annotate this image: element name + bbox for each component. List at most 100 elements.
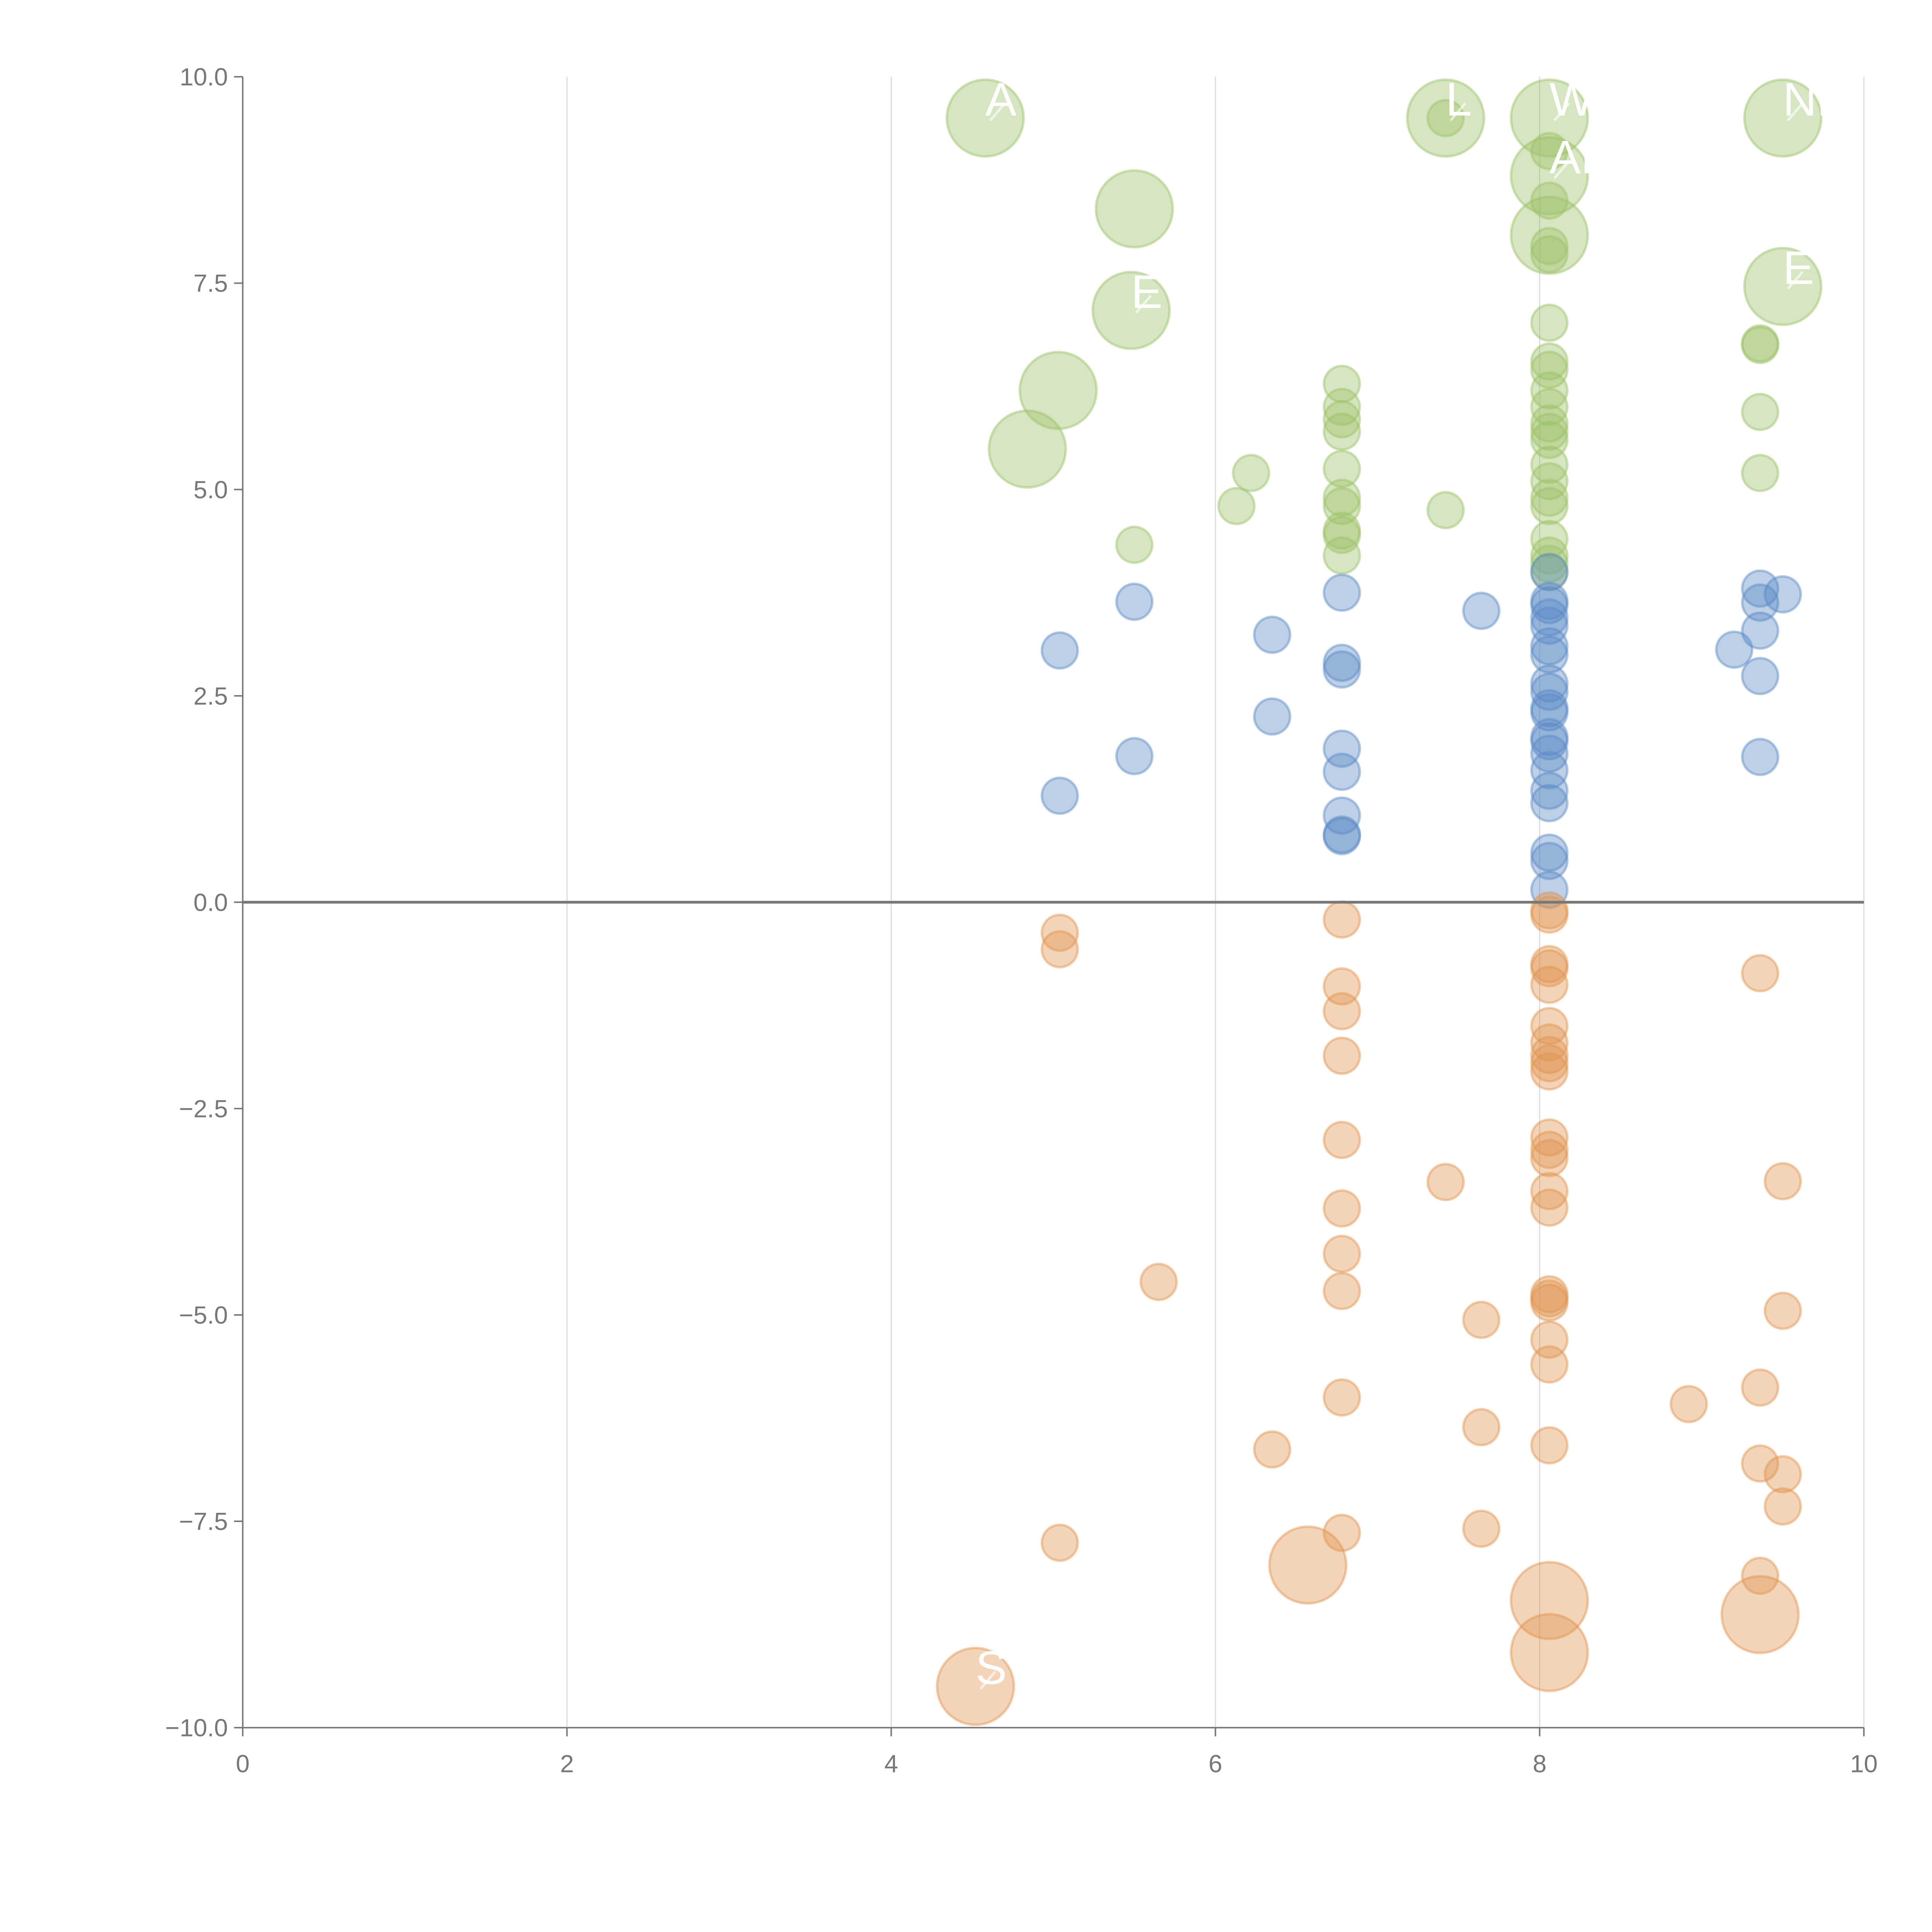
label-leader-line — [1787, 270, 1804, 290]
data-point-blue — [1741, 738, 1779, 776]
data-point-orange — [1530, 1044, 1569, 1083]
data-point-orange — [1510, 1561, 1589, 1640]
data-point-green — [1510, 136, 1589, 216]
data-point-orange — [1764, 1291, 1802, 1330]
data-point-orange — [1426, 1163, 1465, 1201]
data-point-orange — [1323, 1121, 1361, 1159]
data-point-blue — [1323, 752, 1361, 791]
data-point-blue — [1323, 729, 1361, 768]
data-point-blue — [1530, 635, 1569, 674]
point-label: E — [1131, 265, 1162, 318]
data-point-orange — [1041, 913, 1079, 952]
label-leader-line — [1787, 102, 1804, 122]
data-point-green — [1426, 491, 1465, 529]
data-point-green — [1743, 78, 1823, 158]
y-tick-label: 0.0 — [194, 888, 228, 916]
data-point-green — [1530, 478, 1569, 517]
data-point-blue — [1530, 842, 1569, 880]
data-point-orange — [1720, 1575, 1800, 1655]
data-point-green — [1091, 270, 1171, 350]
data-point-blue — [1253, 616, 1292, 654]
data-point-green — [1530, 350, 1569, 389]
data-point-orange — [1530, 1139, 1569, 1177]
data-point-blue — [1323, 643, 1361, 682]
data-point-blue — [1323, 573, 1361, 612]
x-tick-label: 6 — [1209, 1750, 1223, 1778]
data-point-blue — [1530, 582, 1569, 620]
data-point-green — [1323, 511, 1361, 550]
data-point-blue — [1741, 611, 1779, 650]
data-point-orange — [1323, 1235, 1361, 1273]
data-point-green — [1530, 446, 1569, 484]
y-tick-label: 10.0 — [180, 63, 228, 91]
data-point-orange — [1139, 1262, 1178, 1301]
point-label: WA — [1549, 73, 1624, 126]
data-point-orange — [1530, 949, 1569, 988]
data-point-green — [1530, 404, 1569, 443]
data-point-orange — [1530, 1131, 1569, 1169]
data-point-orange — [1462, 1509, 1501, 1548]
data-point-green — [1530, 342, 1569, 381]
data-point-orange — [1530, 945, 1569, 983]
data-point-green — [1530, 462, 1569, 501]
data-point-blue — [1115, 582, 1154, 621]
data-point-blue — [1530, 722, 1569, 761]
data-point-green — [1530, 544, 1569, 583]
x-tick-label: 0 — [236, 1750, 250, 1778]
data-point-green — [1323, 449, 1361, 488]
data-point-blue — [1530, 693, 1569, 732]
data-point-blue — [1741, 569, 1779, 608]
data-point-green — [1530, 388, 1569, 426]
data-point-green — [1323, 388, 1361, 426]
data-point-green — [1323, 486, 1361, 526]
point-label: NE — [1783, 73, 1848, 126]
data-point-green — [1530, 132, 1569, 170]
y-tick-label: −2.5 — [179, 1095, 228, 1122]
label-leader-line — [979, 1670, 997, 1690]
data-point-orange — [1764, 1162, 1802, 1201]
data-point-orange — [1323, 1036, 1361, 1075]
data-point-orange — [1530, 1188, 1569, 1227]
label-leader-line — [1135, 294, 1152, 314]
data-point-orange — [1530, 1283, 1569, 1322]
data-point-orange — [1323, 1378, 1361, 1417]
data-points — [936, 78, 1823, 1726]
data-point-orange — [1530, 1052, 1569, 1091]
data-point-blue — [1323, 796, 1361, 835]
data-point-green — [1323, 536, 1361, 575]
data-point-orange — [1530, 1023, 1569, 1062]
data-point-blue — [1530, 771, 1569, 810]
data-point-green — [1406, 78, 1485, 158]
data-point-green — [1115, 526, 1154, 564]
data-point-green — [1323, 478, 1361, 517]
label-leader-line — [1553, 160, 1570, 179]
data-point-orange — [1323, 992, 1361, 1031]
x-tick-label: 8 — [1533, 1750, 1547, 1778]
label-leader-line — [1553, 102, 1570, 122]
x-tick-label: 2 — [560, 1750, 574, 1778]
data-point-blue — [1741, 583, 1779, 622]
data-point-orange — [1323, 1189, 1361, 1228]
data-point-orange — [1530, 1118, 1569, 1157]
data-point-blue — [1530, 627, 1569, 666]
data-point-green — [1530, 536, 1569, 575]
data-point-green — [1741, 454, 1779, 492]
y-tick-label: −7.5 — [179, 1508, 228, 1536]
data-point-green — [1232, 454, 1270, 492]
point-label: E — [1783, 242, 1814, 294]
data-point-blue — [1462, 592, 1501, 630]
data-point-orange — [1741, 1368, 1779, 1407]
data-point-green — [1530, 181, 1569, 220]
data-point-blue — [1041, 776, 1079, 815]
data-point-orange — [1764, 1455, 1802, 1494]
data-point-orange — [1530, 1036, 1569, 1074]
data-point-blue — [1253, 697, 1292, 736]
data-point-blue — [1041, 631, 1079, 670]
y-tick-label: −10.0 — [165, 1714, 228, 1742]
data-point-orange — [1530, 1007, 1569, 1046]
data-point-orange — [1323, 1272, 1361, 1310]
data-point-blue — [1115, 737, 1154, 776]
y-tick-label: 7.5 — [194, 269, 228, 297]
